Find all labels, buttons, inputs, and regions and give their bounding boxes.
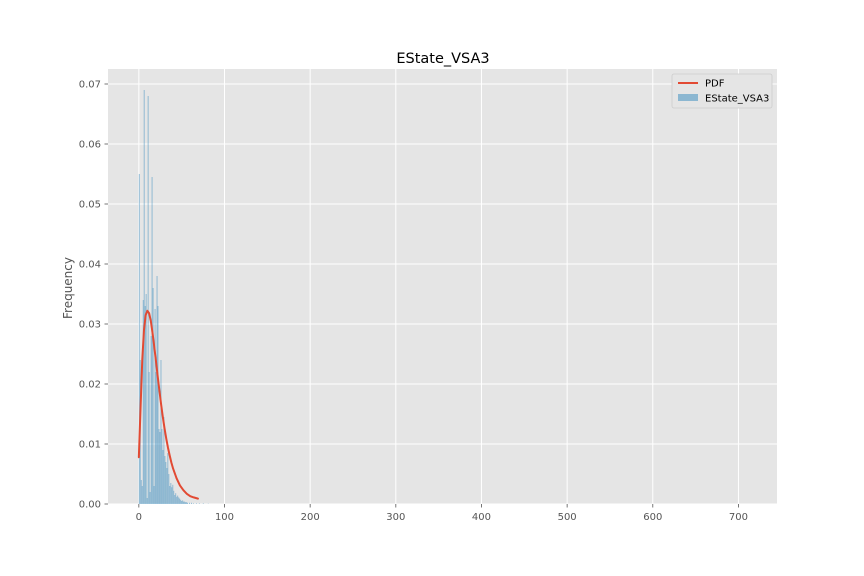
legend-hist-swatch [678,94,698,101]
histogram-bar [147,96,149,504]
histogram-bar [153,486,155,504]
y-axis-label: Frequency [61,257,75,319]
x-tick-label: 300 [386,512,405,523]
histogram-bar [175,493,177,504]
pdf-line [137,309,199,500]
legend-hist-label: EState_VSA3 [705,94,769,105]
histogram-bar [187,502,189,504]
y-tick-label: 0.02 [79,380,101,391]
histogram-bar [158,429,160,504]
x-tick-label: 0 [136,512,142,523]
histogram-bar [177,495,179,504]
histogram-bar [173,490,175,504]
histogram-bar [143,90,145,504]
histogram-bar [162,450,164,504]
grid [108,69,777,505]
histogram-bar [185,502,187,504]
histogram-bar [150,336,152,504]
histogram-bar [164,456,166,504]
y-tick-label: 0.01 [79,440,101,451]
histogram-bar [140,480,142,504]
histogram-bar [161,429,163,504]
legend-pdf-label: PDF [705,79,725,90]
histogram-bar [182,500,184,504]
histogram-bar [202,503,204,504]
histogram-bar [159,432,161,504]
histogram-bar [198,503,200,504]
x-axis-ticks: 0 100 200 300 400 500 600 700 [136,504,748,523]
histogram-bar [169,486,171,504]
histogram-bar [165,462,167,504]
histogram-bar [148,372,150,504]
x-tick-label: 400 [472,512,491,523]
y-tick-label: 0.03 [79,320,101,331]
y-tick-label: 0.07 [79,80,101,91]
histogram-bar [179,498,181,504]
histogram-bar [142,300,144,504]
histogram-bar [180,499,182,504]
histogram-bar [149,492,151,504]
histogram-bar [156,276,158,504]
histogram-bar [138,174,140,504]
y-tick-label: 0.05 [79,200,101,211]
histogram-bar [178,497,180,504]
histogram-bar [155,372,157,504]
histogram-bar [146,498,148,504]
histogram-bar [195,503,197,504]
histogram-bar [151,177,153,504]
histogram-bar [168,474,170,504]
histogram-bar [163,417,165,504]
histogram-bar [171,487,173,504]
histogram-bar [176,496,178,504]
histogram-bar [174,495,176,504]
y-tick-label: 0.06 [79,140,101,151]
histogram-bar [160,360,162,504]
x-tick-label: 200 [301,512,320,523]
chart-title: EState_VSA3 [396,51,489,67]
histogram-bar [181,501,183,504]
histogram-bar [166,468,168,504]
y-tick-label: 0.04 [79,260,101,271]
histogram-bar [157,306,159,504]
histogram-bar [183,501,185,504]
x-tick-label: 500 [558,512,577,523]
legend: PDF EState_VSA3 [671,73,773,109]
x-tick-label: 100 [215,512,234,523]
histogram-bar [189,502,190,504]
histogram-bar [191,502,192,504]
histogram-bar [141,486,143,504]
histogram-bar [170,483,172,504]
histogram-bar [144,306,146,504]
histogram-bar [152,288,154,504]
x-tick-label: 700 [729,512,748,523]
x-tick-label: 600 [643,512,662,523]
y-axis-ticks: 0.00 0.01 0.02 0.03 0.04 0.05 0.06 0.07 [79,80,108,511]
histogram-bar [172,484,174,504]
histogram-bar [192,503,194,504]
histogram-bar [154,309,156,504]
pdf-curve [137,309,199,500]
histogram-bar [186,502,188,504]
histogram-bar [145,294,147,504]
y-tick-label: 0.00 [79,500,101,511]
plot-area [108,69,777,504]
histogram-bar [184,501,186,504]
histogram-bar [167,453,169,504]
